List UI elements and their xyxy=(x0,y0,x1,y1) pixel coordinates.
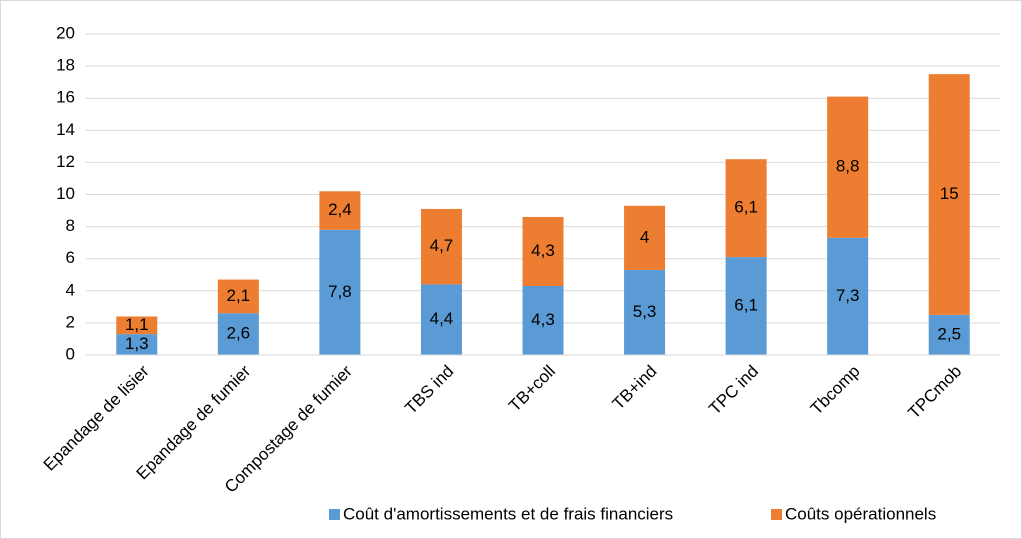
bar-segment xyxy=(319,191,361,230)
bar-segment xyxy=(725,257,767,355)
data-label: 4,7 xyxy=(430,236,454,255)
bar-segment xyxy=(217,279,259,314)
legend-label: Coût d'amortissements et de frais financ… xyxy=(343,504,673,523)
y-tick-label: 12 xyxy=(56,152,75,171)
bar-segment xyxy=(827,237,869,355)
data-label: 2,5 xyxy=(937,324,961,343)
bar-segment xyxy=(725,159,767,258)
bar-segment xyxy=(116,316,158,335)
y-tick-label: 20 xyxy=(56,23,75,42)
y-tick-label: 0 xyxy=(66,344,75,363)
data-label: 2,6 xyxy=(227,324,251,343)
y-tick-label: 8 xyxy=(66,216,75,235)
y-tick-label: 4 xyxy=(66,280,75,299)
data-label: 8,8 xyxy=(836,157,860,176)
bar-segment xyxy=(420,284,462,355)
data-label: 15 xyxy=(940,184,959,203)
data-label: 7,3 xyxy=(836,286,860,305)
data-label: 4,3 xyxy=(531,310,555,329)
data-label: 2,1 xyxy=(227,286,251,305)
bar-segment xyxy=(827,96,869,238)
y-tick-label: 16 xyxy=(56,88,75,107)
legend-label: Coûts opérationnels xyxy=(785,504,936,523)
bar-segment xyxy=(624,269,666,355)
legend-swatch xyxy=(329,509,340,520)
y-tick-label: 6 xyxy=(66,248,75,267)
data-label: 1,1 xyxy=(125,315,149,334)
bar-segment xyxy=(522,285,564,355)
bar-segment xyxy=(217,313,259,355)
data-label: 6,1 xyxy=(734,198,758,217)
bar-segment xyxy=(420,208,462,285)
y-tick-label: 2 xyxy=(66,312,75,331)
y-tick-label: 18 xyxy=(56,56,75,75)
bar-segment xyxy=(522,216,564,286)
legend-swatch xyxy=(771,509,782,520)
data-label: 5,3 xyxy=(633,302,657,321)
y-tick-label: 10 xyxy=(56,184,75,203)
bar-segment xyxy=(319,229,361,355)
bar-segment xyxy=(928,314,970,355)
bar-segment xyxy=(624,205,666,270)
data-label: 7,8 xyxy=(328,282,352,301)
data-label: 4,3 xyxy=(531,241,555,260)
data-label: 6,1 xyxy=(734,296,758,315)
bar-segment xyxy=(928,74,970,315)
bar-segment xyxy=(116,334,158,355)
data-label: 4,4 xyxy=(430,309,454,328)
data-label: 2,4 xyxy=(328,200,352,219)
data-label: 4 xyxy=(640,227,649,246)
data-label: 1,3 xyxy=(125,334,149,353)
y-tick-label: 14 xyxy=(56,120,75,139)
